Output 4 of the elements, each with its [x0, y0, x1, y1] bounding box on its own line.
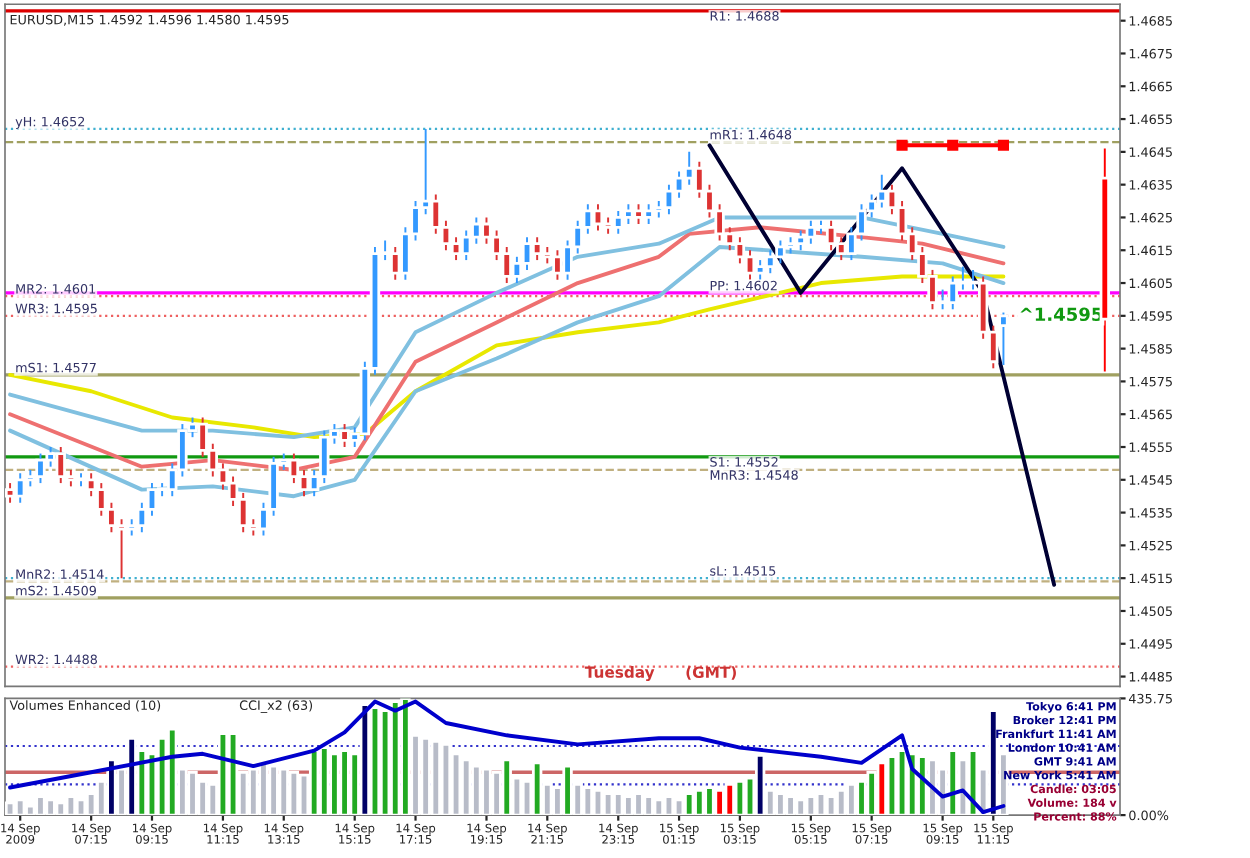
line-series	[8, 245, 1006, 499]
line-series	[8, 274, 1006, 440]
annotation: ^1.4595	[1020, 307, 1103, 322]
candlestick	[998, 311, 1009, 366]
